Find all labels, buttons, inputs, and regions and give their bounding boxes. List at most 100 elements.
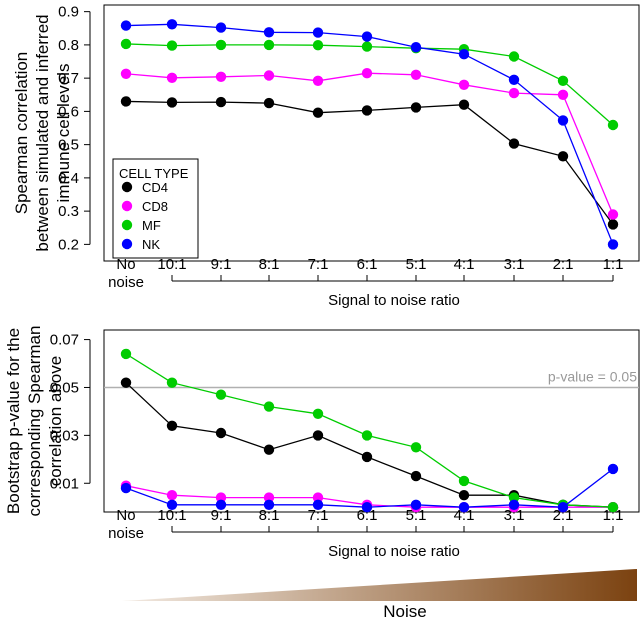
data-point: [121, 39, 131, 49]
legend-marker: [122, 201, 132, 211]
x-tick-label: 8:1: [259, 256, 280, 273]
legend-marker: [122, 220, 132, 230]
data-point: [362, 31, 372, 41]
data-point: [362, 430, 372, 440]
data-point: [121, 69, 131, 79]
x-tick-label: 9:1: [211, 256, 232, 273]
data-point: [167, 500, 177, 510]
x-tick-label: 10:1: [157, 256, 186, 273]
data-point: [362, 105, 372, 115]
data-point: [313, 76, 323, 86]
data-point: [216, 72, 226, 82]
series-line: [126, 101, 613, 224]
legend-title: CELL TYPE: [119, 166, 189, 181]
series-cd4: [121, 378, 618, 513]
data-point: [411, 102, 421, 112]
y-axis-label-line-1: Spearman correlation: [12, 52, 31, 215]
y-tick-label: 0.8: [58, 37, 79, 54]
reference-line-group: p-value = 0.05: [104, 368, 639, 387]
y-tick-label: 0.07: [50, 332, 79, 349]
legend-label: MF: [142, 218, 161, 233]
legend-label: NK: [142, 237, 160, 252]
x-tick-label: 7:1: [308, 256, 329, 273]
series-line: [126, 24, 613, 244]
noise-ramp: Noise: [122, 569, 637, 620]
series-layer: [121, 349, 618, 513]
data-point: [313, 409, 323, 419]
data-point: [411, 42, 421, 52]
y-tick-label: 0.9: [58, 4, 79, 21]
data-point: [216, 22, 226, 32]
data-point: [509, 138, 519, 148]
y-axis-label-line-3: correlation above: [46, 356, 65, 486]
legend: CELL TYPE CD4 CD8 MF NK: [113, 159, 198, 258]
y-axis-label-line-2: corresponding Spearman: [25, 326, 44, 517]
data-point: [121, 96, 131, 106]
data-point: [362, 452, 372, 462]
data-point: [608, 120, 618, 130]
data-point: [362, 41, 372, 51]
x-tick-label: 5:1: [406, 256, 427, 273]
data-point: [216, 390, 226, 400]
data-point: [608, 209, 618, 219]
y-tick-label: 0.3: [58, 203, 79, 220]
series-line: [126, 354, 613, 507]
data-point: [459, 49, 469, 59]
data-point: [608, 239, 618, 249]
legend-marker: [122, 239, 132, 249]
data-point: [459, 100, 469, 110]
correlation-panel: 0.20.30.40.50.60.70.80.9 Nonoise10:1 9:1 8…: [12, 4, 639, 309]
x-axis-label: Signal to noise ratio: [328, 543, 460, 560]
data-point: [313, 27, 323, 37]
data-point: [121, 20, 131, 30]
data-point: [459, 490, 469, 500]
x-tick-label: noise: [108, 274, 144, 291]
data-point: [167, 40, 177, 50]
legend-marker: [122, 182, 132, 192]
legend-label: CD4: [142, 180, 168, 195]
noise-label: Noise: [383, 602, 426, 620]
x-tick-label: 4:1: [454, 256, 475, 273]
data-point: [313, 500, 323, 510]
data-point: [608, 464, 618, 474]
x-axis-label: Signal to noise ratio: [328, 292, 460, 309]
x-tick-label: No: [116, 507, 135, 524]
data-point: [362, 502, 372, 512]
y-tick-label: 0.2: [58, 236, 79, 253]
data-point: [459, 502, 469, 512]
data-point: [608, 502, 618, 512]
data-point: [459, 80, 469, 90]
data-point: [264, 98, 274, 108]
data-point: [264, 27, 274, 37]
series-line: [126, 383, 613, 508]
data-point: [411, 70, 421, 80]
data-point: [264, 40, 274, 50]
data-point: [167, 378, 177, 388]
series-mf: [121, 39, 618, 131]
data-point: [121, 483, 131, 493]
data-point: [509, 500, 519, 510]
noise-gradient-wedge: [122, 569, 637, 601]
series-line: [126, 73, 613, 214]
data-point: [509, 51, 519, 61]
x-tick-label: noise: [108, 525, 144, 542]
data-point: [167, 73, 177, 83]
data-point: [411, 442, 421, 452]
data-point: [558, 502, 568, 512]
data-point: [264, 445, 274, 455]
data-point: [558, 90, 568, 100]
data-point: [264, 401, 274, 411]
x-tick-label: 6:1: [357, 256, 378, 273]
data-point: [411, 500, 421, 510]
data-point: [264, 500, 274, 510]
plot-frame: [104, 330, 639, 512]
data-point: [167, 97, 177, 107]
data-point: [313, 40, 323, 50]
data-point: [362, 68, 372, 78]
x-tick-label: 2:1: [553, 256, 574, 273]
y-axis-label-line-1: Bootstrap p-value for the: [4, 328, 23, 514]
data-point: [121, 378, 131, 388]
legend-label: CD8: [142, 199, 168, 214]
data-point: [216, 97, 226, 107]
